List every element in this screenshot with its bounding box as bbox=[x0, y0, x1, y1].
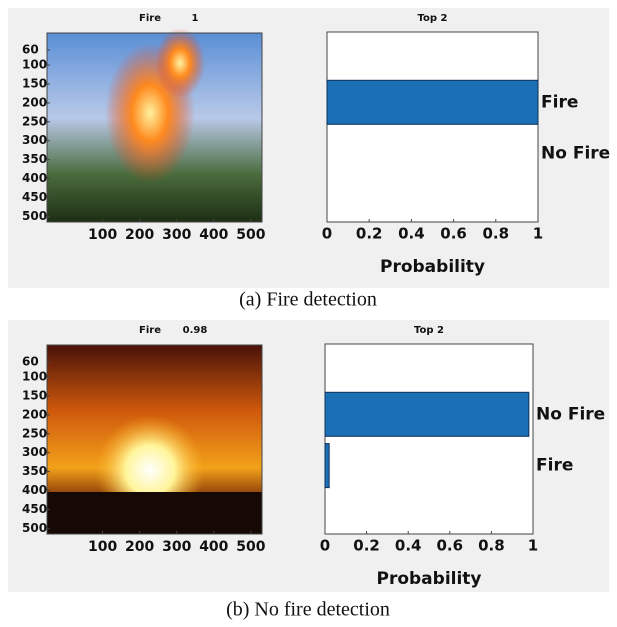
y-tick-label: 200 bbox=[22, 407, 47, 421]
y-tick-label: 100 bbox=[22, 370, 47, 384]
caption: (b) No fire detection bbox=[226, 599, 390, 621]
x-tick-label: 400 bbox=[199, 539, 228, 555]
y-tick-label: 150 bbox=[22, 77, 47, 91]
y-tick-label: 400 bbox=[22, 171, 47, 185]
x-tick-label: 0.2 bbox=[356, 225, 383, 243]
figure: (a) Fire detection (b) No fire detection… bbox=[0, 0, 617, 627]
x-tick-label: 0.8 bbox=[478, 537, 505, 555]
x-tick-label: 0 bbox=[322, 225, 332, 243]
y-tick-label: 350 bbox=[22, 152, 47, 166]
image-score: 1 bbox=[192, 13, 199, 24]
y-tick-label: 250 bbox=[22, 114, 47, 128]
image-title: Fire bbox=[139, 13, 161, 24]
x-tick-label: 400 bbox=[199, 227, 228, 243]
y-tick-label: 450 bbox=[22, 190, 47, 204]
chart-title: Top 2 bbox=[418, 13, 448, 24]
x-tick-label: 100 bbox=[88, 539, 117, 555]
x-tick-label: 0 bbox=[320, 537, 330, 555]
y-tick-label: 150 bbox=[22, 389, 47, 403]
x-tick-label: 0.2 bbox=[353, 537, 380, 555]
bar bbox=[325, 392, 529, 436]
x-tick-label: 1 bbox=[528, 537, 538, 555]
y-tick-label: 200 bbox=[22, 95, 47, 109]
x-tick-label: 300 bbox=[162, 227, 191, 243]
y-tick-label: 350 bbox=[22, 464, 47, 478]
photo-flame bbox=[155, 28, 205, 98]
plot-area bbox=[327, 32, 538, 222]
y-tick-label: 500 bbox=[22, 209, 47, 223]
y-tick-label: 250 bbox=[22, 426, 47, 440]
image-title: Fire bbox=[139, 325, 161, 336]
x-tick-label: 0.6 bbox=[437, 537, 464, 555]
category-label: No Fire bbox=[536, 404, 605, 424]
y-tick-label: 100 bbox=[22, 58, 47, 72]
y-tick-label: 300 bbox=[22, 445, 47, 459]
y-tick-label: 500 bbox=[22, 521, 47, 535]
x-tick-label: 0.6 bbox=[440, 225, 467, 243]
image-score: 0.98 bbox=[183, 325, 208, 336]
x-tick-label: 500 bbox=[236, 227, 265, 243]
category-label: No Fire bbox=[541, 144, 610, 164]
x-tick-label: 200 bbox=[125, 539, 154, 555]
x-tick-label: 300 bbox=[162, 539, 191, 555]
caption: (a) Fire detection bbox=[239, 289, 377, 311]
bar bbox=[325, 444, 329, 488]
plot-area bbox=[325, 344, 533, 534]
y-tick-label: 60 bbox=[22, 355, 39, 369]
photo-treeline bbox=[47, 492, 262, 534]
chart-title: Top 2 bbox=[414, 325, 444, 336]
bar bbox=[327, 80, 538, 124]
y-tick-label: 60 bbox=[22, 43, 39, 57]
x-tick-label: 0.4 bbox=[395, 537, 422, 555]
x-tick-label: 0.8 bbox=[483, 225, 510, 243]
x-axis-label: Probability bbox=[376, 569, 481, 589]
x-axis-label: Probability bbox=[380, 257, 485, 277]
x-tick-label: 500 bbox=[236, 539, 265, 555]
y-tick-label: 300 bbox=[22, 133, 47, 147]
category-label: Fire bbox=[541, 92, 578, 112]
y-tick-label: 400 bbox=[22, 483, 47, 497]
x-tick-label: 100 bbox=[88, 227, 117, 243]
x-tick-label: 1 bbox=[533, 225, 543, 243]
x-tick-label: 200 bbox=[125, 227, 154, 243]
category-label: Fire bbox=[536, 456, 573, 476]
y-tick-label: 450 bbox=[22, 502, 47, 516]
x-tick-label: 0.4 bbox=[398, 225, 425, 243]
